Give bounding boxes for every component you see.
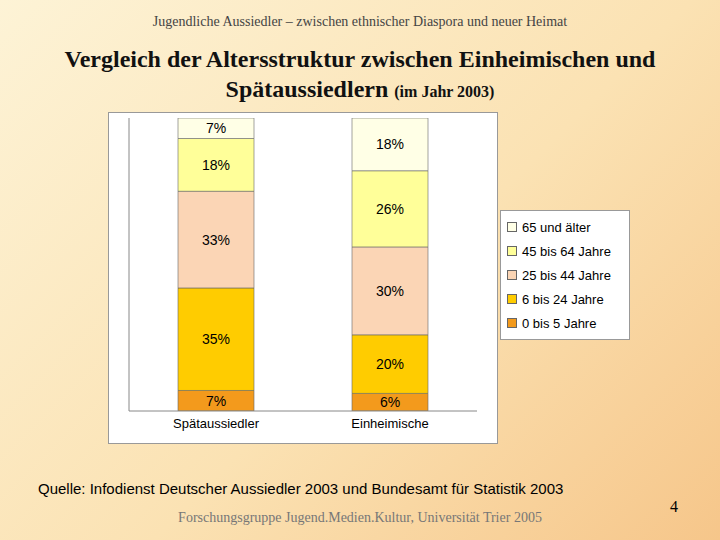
html-text:4: 4 bbox=[670, 498, 678, 515]
svg-text:18%: 18% bbox=[376, 136, 404, 152]
svg-text:33%: 33% bbox=[202, 232, 230, 248]
html-text:Quelle: Infodienst Deutscher A: Quelle: Infodienst Deutscher Aussiedler … bbox=[38, 480, 564, 497]
svg-text:30%: 30% bbox=[376, 283, 404, 299]
html-text:65 und älter: 65 und älter bbox=[522, 219, 591, 235]
html-text:Forschungsgruppe Jugend.Medien: Forschungsgruppe Jugend.Medien.Kultur, U… bbox=[178, 510, 542, 525]
svg-text:26%: 26% bbox=[376, 201, 404, 217]
svg-text:18%: 18% bbox=[202, 157, 230, 173]
html-text:Vergleich der Altersstruktur z: Vergleich der Altersstruktur zwischen Ei… bbox=[64, 46, 656, 102]
svg-text:Einheimische: Einheimische bbox=[351, 416, 428, 431]
html-text:45 bis 64 Jahre: 45 bis 64 Jahre bbox=[522, 243, 611, 259]
svg-text:35%: 35% bbox=[202, 331, 230, 347]
svg-text:7%: 7% bbox=[206, 393, 226, 409]
svg-text:20%: 20% bbox=[376, 356, 404, 372]
svg-text:7%: 7% bbox=[206, 120, 226, 136]
html-text:6 bis 24 Jahre: 6 bis 24 Jahre bbox=[522, 291, 604, 307]
html-text:Jugendliche Aussiedler – zwisc: Jugendliche Aussiedler – zwischen ethnis… bbox=[152, 14, 568, 29]
svg-text:6%: 6% bbox=[380, 394, 400, 410]
html-text:25 bis 44 Jahre: 25 bis 44 Jahre bbox=[522, 267, 611, 283]
html-text:0 bis 5 Jahre: 0 bis 5 Jahre bbox=[522, 315, 597, 331]
svg-text:Spätaussiedler: Spätaussiedler bbox=[173, 416, 260, 431]
